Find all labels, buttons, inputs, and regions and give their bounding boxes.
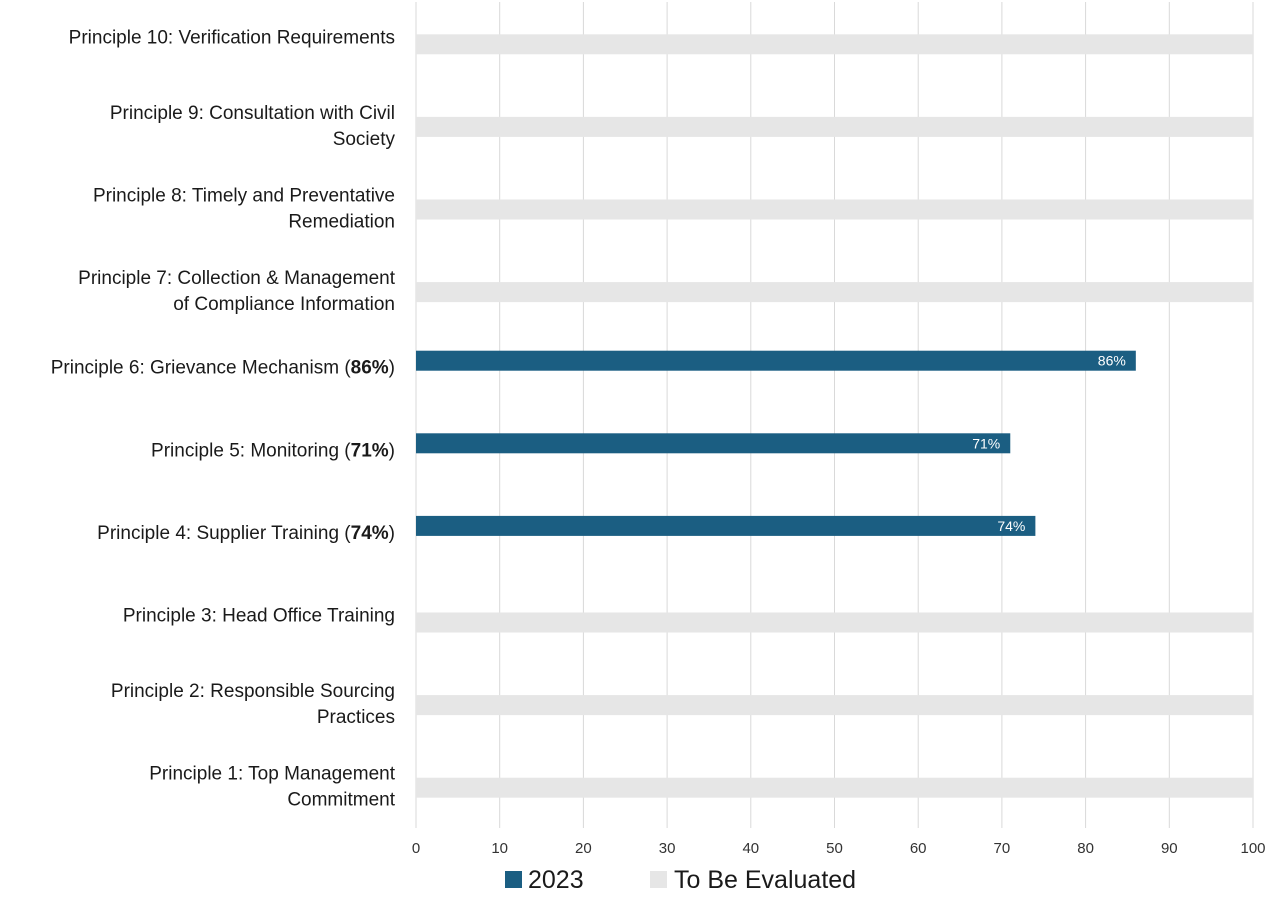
category-label-text: Principle 4: Supplier Training ( [97, 523, 351, 544]
category-label-text: Remediation [288, 212, 395, 233]
x-tick-label: 30 [659, 840, 676, 857]
category-label: Commitment [287, 790, 395, 811]
bar-to-be-evaluated [416, 777, 1253, 798]
category-label: Principle 7: Collection & Management [78, 268, 396, 289]
x-tick-label: 50 [826, 840, 843, 857]
data-label: 71% [972, 435, 1000, 451]
category-label-text: Commitment [287, 790, 395, 811]
category-label: Practices [317, 707, 395, 728]
category-label: Principle 5: Monitoring (71%) [151, 440, 395, 461]
category-label-text: Principle 7: Collection & Management [78, 268, 396, 289]
category-label-text: Principle 9: Consultation with Civil [110, 103, 395, 124]
bar-2023 [416, 515, 1036, 536]
category-label-text: Society [333, 129, 396, 150]
category-label-text: of Compliance Information [173, 294, 395, 315]
category-label: Remediation [288, 212, 395, 233]
category-labels: Principle 10: Verification Requirements P… [51, 27, 396, 810]
category-label: Principle 6: Grievance Mechanism (86%) [51, 358, 395, 379]
legend-label-to-be-evaluated: To Be Evaluated [674, 866, 856, 894]
bar-to-be-evaluated [416, 116, 1253, 137]
category-label-text: Principle 6: Grievance Mechanism ( [51, 358, 352, 379]
legend-swatch-2023 [505, 871, 522, 888]
category-label-suffix: ) [389, 358, 395, 379]
category-label-text: Principle 5: Monitoring ( [151, 440, 351, 461]
category-label-text: Principle 3: Head Office Training [123, 606, 395, 627]
category-label-suffix: ) [389, 523, 395, 544]
category-label-text: Practices [317, 707, 395, 728]
x-tick-label: 90 [1161, 840, 1178, 857]
bar-to-be-evaluated [416, 199, 1253, 220]
bar-2023 [416, 433, 1011, 454]
category-label: Principle 4: Supplier Training (74%) [97, 523, 395, 544]
x-tick-label: 20 [575, 840, 592, 857]
legend-label-2023: 2023 [528, 866, 584, 894]
legend-swatch-to-be-evaluated [650, 871, 667, 888]
category-label: Principle 9: Consultation with Civil [110, 103, 395, 124]
grid-lines [415, 2, 1254, 828]
category-score: 86% [351, 358, 389, 379]
data-label: 74% [997, 518, 1025, 534]
category-label-text: Principle 10: Verification Requirements [69, 27, 395, 48]
x-tick-label: 10 [491, 840, 508, 857]
x-tick-label: 40 [742, 840, 759, 857]
bar-to-be-evaluated [416, 612, 1253, 633]
legend: 2023 To Be Evaluated [505, 866, 856, 894]
x-tick-label: 100 [1240, 840, 1265, 857]
category-label: Principle 10: Verification Requirements [69, 27, 395, 48]
category-label-text: Principle 1: Top Management [149, 764, 395, 785]
bar-2023 [416, 350, 1136, 371]
category-label: Principle 8: Timely and Preventative [93, 186, 395, 207]
category-label: of Compliance Information [173, 294, 395, 315]
x-tick-label: 60 [910, 840, 927, 857]
category-label: Principle 1: Top Management [149, 764, 395, 785]
x-tick-label: 80 [1077, 840, 1094, 857]
category-label-suffix: ) [389, 440, 395, 461]
x-tick-label: 0 [412, 840, 420, 857]
x-tick-labels: 0 10 20 30 40 50 60 70 80 90 100 [412, 840, 1266, 857]
category-score: 74% [351, 523, 389, 544]
category-label-text: Principle 8: Timely and Preventative [93, 186, 395, 207]
bars: 86% 71% 74% [416, 34, 1253, 798]
category-score: 71% [351, 440, 389, 461]
data-label: 86% [1098, 353, 1126, 369]
category-label: Principle 3: Head Office Training [123, 606, 395, 627]
bar-to-be-evaluated [416, 695, 1253, 716]
category-label: Society [333, 129, 396, 150]
bar-to-be-evaluated [416, 34, 1253, 55]
bar-to-be-evaluated [416, 282, 1253, 303]
category-label-text: Principle 2: Responsible Sourcing [111, 681, 395, 702]
x-tick-label: 70 [994, 840, 1011, 857]
category-label: Principle 2: Responsible Sourcing [111, 681, 395, 702]
